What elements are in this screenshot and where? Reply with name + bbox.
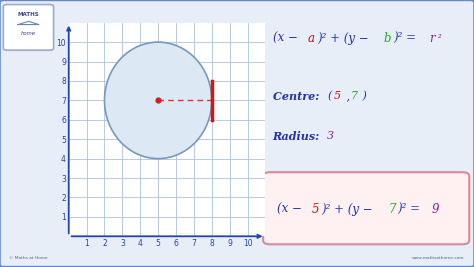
FancyBboxPatch shape — [3, 5, 54, 50]
Text: ,: , — [343, 91, 350, 101]
Text: (x −: (x − — [277, 203, 306, 216]
Text: )² =: )² = — [393, 32, 420, 45]
Text: (: ( — [327, 91, 331, 101]
Text: MATHS: MATHS — [18, 12, 39, 17]
Text: 7: 7 — [388, 203, 396, 216]
Text: r: r — [429, 32, 435, 45]
Text: www.mathsathome.com: www.mathsathome.com — [412, 256, 465, 260]
Text: Centre:: Centre: — [273, 91, 327, 102]
Text: Radius:: Radius: — [273, 131, 328, 142]
Text: )² + (y −: )² + (y − — [318, 32, 373, 45]
Text: 9: 9 — [431, 203, 439, 216]
Circle shape — [104, 42, 212, 159]
Text: ): ) — [359, 91, 367, 101]
FancyBboxPatch shape — [263, 172, 469, 244]
Text: 5: 5 — [334, 91, 341, 101]
Text: 5: 5 — [312, 203, 319, 216]
Text: )² =: )² = — [397, 203, 424, 216]
Text: (x −: (x − — [273, 32, 301, 45]
Text: home: home — [21, 31, 36, 36]
Text: b: b — [384, 32, 392, 45]
Text: ²: ² — [438, 34, 442, 43]
Text: 3: 3 — [327, 131, 334, 141]
Text: 7: 7 — [351, 91, 358, 101]
Text: a: a — [307, 32, 314, 45]
Text: )² + (y −: )² + (y − — [321, 203, 376, 216]
Text: © Maths at Home: © Maths at Home — [9, 256, 48, 260]
